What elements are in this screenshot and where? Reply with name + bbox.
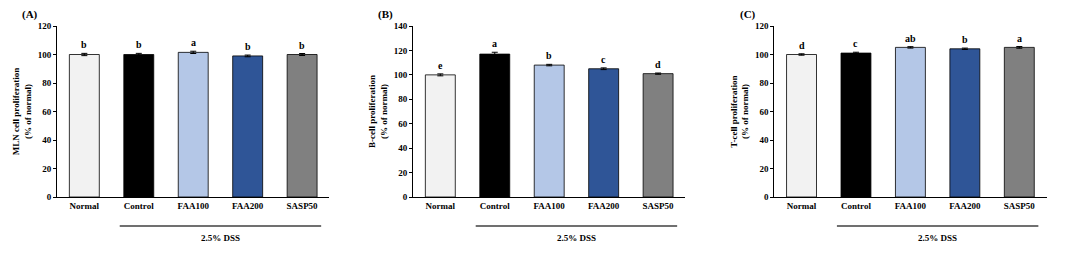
svg-text:0: 0	[403, 192, 408, 202]
svg-text:b: b	[962, 34, 968, 45]
svg-text:b: b	[546, 50, 552, 61]
svg-text:Normal: Normal	[70, 201, 100, 211]
svg-text:b: b	[136, 39, 142, 50]
svg-text:SASP50: SASP50	[643, 201, 675, 211]
svg-text:d: d	[655, 59, 661, 70]
svg-text:60: 60	[760, 107, 770, 117]
svg-text:FAA100: FAA100	[895, 201, 927, 211]
svg-text:Control: Control	[480, 201, 510, 211]
svg-text:FAA200: FAA200	[232, 201, 264, 211]
svg-text:b: b	[299, 40, 305, 51]
svg-text:b: b	[245, 41, 251, 52]
svg-text:0: 0	[47, 192, 52, 202]
svg-text:MLN cell proliferation(% of no: MLN cell proliferation(% of normal)	[11, 68, 33, 155]
svg-text:40: 40	[760, 135, 770, 145]
svg-text:2.5% DSS: 2.5% DSS	[557, 233, 596, 243]
svg-text:FAA200: FAA200	[949, 201, 981, 211]
svg-text:Control: Control	[841, 201, 871, 211]
svg-text:Normal: Normal	[787, 201, 817, 211]
svg-text:a: a	[191, 37, 196, 48]
svg-text:FAA200: FAA200	[588, 201, 620, 211]
svg-text:c: c	[853, 38, 858, 49]
svg-text:100: 100	[755, 50, 769, 60]
svg-text:120: 120	[394, 46, 408, 56]
svg-text:c: c	[601, 54, 606, 65]
svg-text:2.5% DSS: 2.5% DSS	[201, 233, 240, 243]
svg-text:(B): (B)	[378, 8, 393, 21]
svg-text:(C): (C)	[740, 8, 756, 21]
svg-text:SASP50: SASP50	[1004, 201, 1036, 211]
svg-text:FAA100: FAA100	[178, 201, 210, 211]
svg-text:100: 100	[394, 70, 408, 80]
svg-text:80: 80	[760, 78, 770, 88]
svg-text:d: d	[799, 40, 805, 51]
svg-text:120: 120	[38, 21, 52, 31]
svg-text:80: 80	[42, 78, 52, 88]
svg-text:FAA100: FAA100	[534, 201, 566, 211]
svg-text:e: e	[438, 60, 443, 71]
svg-text:140: 140	[394, 21, 408, 31]
svg-text:20: 20	[42, 164, 52, 174]
svg-text:T-cell proliferation(% of norm: T-cell proliferation(% of normal)	[729, 75, 751, 147]
svg-text:100: 100	[38, 50, 52, 60]
svg-text:20: 20	[398, 168, 408, 178]
svg-text:20: 20	[760, 164, 770, 174]
svg-text:2.5% DSS: 2.5% DSS	[918, 233, 957, 243]
svg-text:40: 40	[42, 135, 52, 145]
svg-text:80: 80	[398, 94, 408, 104]
svg-text:60: 60	[42, 107, 52, 117]
svg-text:0: 0	[764, 192, 769, 202]
svg-text:60: 60	[398, 119, 408, 129]
svg-text:Normal: Normal	[426, 201, 456, 211]
svg-text:(A): (A)	[22, 8, 38, 21]
svg-text:120: 120	[755, 21, 769, 31]
svg-text:40: 40	[398, 143, 408, 153]
svg-text:a: a	[1017, 33, 1022, 44]
svg-text:Control: Control	[124, 201, 154, 211]
svg-text:SASP50: SASP50	[287, 201, 319, 211]
svg-text:ab: ab	[905, 33, 916, 44]
svg-text:a: a	[492, 38, 497, 49]
svg-text:b: b	[81, 39, 87, 50]
svg-text:B-cell proliferation(% of norm: B-cell proliferation(% of normal)	[367, 75, 389, 148]
